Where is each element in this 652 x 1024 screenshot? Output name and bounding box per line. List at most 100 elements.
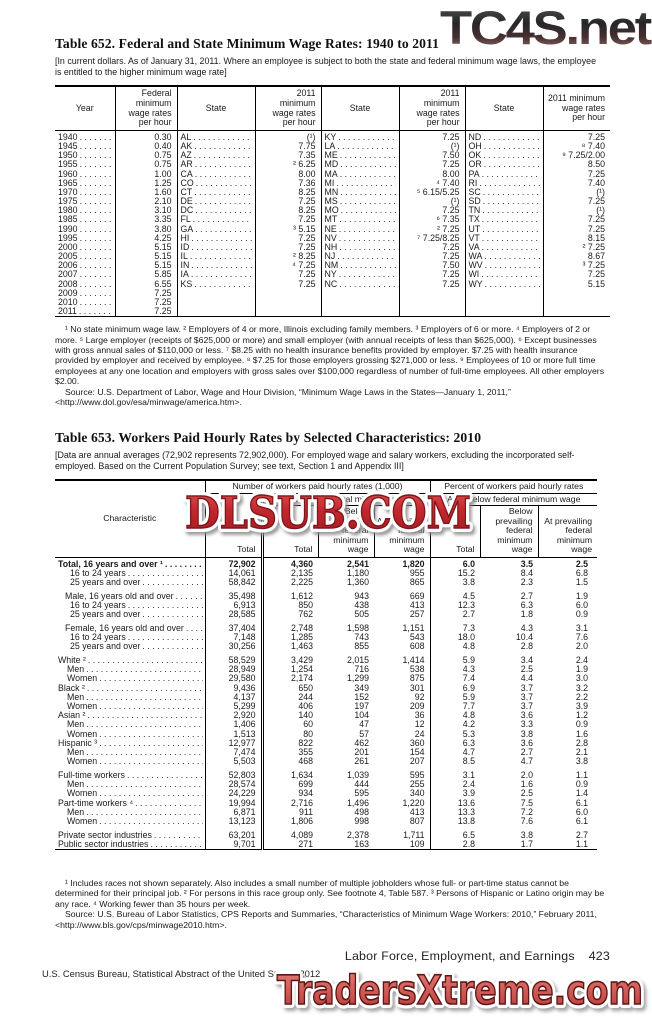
year-cell: 1940 — [55, 131, 115, 143]
col-header-2011-rate: 2011 minimum wage rates per hour — [542, 86, 610, 132]
year-cell: 2009 — [55, 289, 115, 298]
value-cell: 271 — [298, 839, 313, 849]
state-rate-cell: 7.25 — [398, 160, 465, 170]
value-cell: 3.3 — [520, 720, 534, 730]
federal-rate-cell: 1.60 — [114, 187, 177, 198]
federal-rate-cell: 3.35 — [114, 215, 177, 225]
value-cell: 18.0 — [457, 633, 476, 643]
value-cell: 3.1 — [462, 769, 476, 780]
value-cell: 255 — [374, 780, 431, 790]
value-cell: 650 — [298, 683, 313, 693]
state-rate-cell: ⁹ 7.25/2.00 — [542, 151, 610, 161]
value-cell: 63,201 — [205, 826, 264, 840]
value-cell: 911 — [298, 807, 313, 817]
state-rate-cell: 8.00 — [254, 169, 321, 179]
characteristic-cell: Asian ² — [55, 711, 206, 721]
value-cell: 1.1 — [575, 839, 589, 849]
value-cell: 2.0 — [575, 642, 589, 652]
value-cell: 301 — [374, 683, 431, 693]
table653-row: Women29,580 2,174 1,299 875 7.4 4.4 3.0 — [55, 674, 597, 684]
state-cell-empty — [464, 306, 543, 317]
state-cell: OH — [464, 142, 543, 152]
value-cell: 743 — [354, 633, 369, 643]
value-cell: 2.3 — [520, 578, 534, 588]
state-cell: NJ — [320, 252, 399, 262]
value-cell: 2.1 — [575, 748, 589, 758]
state-cell: HI — [176, 233, 255, 243]
federal-rate-cell: 5.15 — [114, 261, 177, 271]
federal-rate-cell: 0.75 — [114, 151, 177, 161]
state-cell: SD — [464, 197, 543, 207]
value-cell: 1.8 — [520, 610, 534, 620]
state-rate-cell: ³ 5.15 — [254, 224, 321, 234]
state-cell: NY — [320, 270, 399, 280]
group-header-percent: Percent of workers paid hourly rates — [430, 480, 598, 494]
value-cell: 6.3 — [520, 601, 534, 610]
value-cell: 807 — [374, 816, 431, 827]
state-rate-cell: ² 8.25 — [254, 252, 321, 262]
value-cell: 538 — [374, 665, 431, 675]
value-cell: 12 — [374, 720, 431, 730]
characteristic-cell: Women — [55, 757, 206, 767]
value-cell: 5.3 — [462, 729, 476, 739]
value-cell: 13,123 — [205, 816, 264, 827]
value-cell: 163 — [354, 839, 369, 849]
state-rate-cell: 7.25 — [542, 169, 610, 179]
value-cell: 9,701 — [205, 839, 264, 850]
value-cell: 444 — [354, 780, 369, 790]
table653: Characteristic Number of workers paid ho… — [55, 479, 598, 851]
state-cell: CT — [176, 187, 255, 198]
state-cell: VA — [464, 242, 543, 253]
value-cell: 57 — [359, 729, 369, 739]
state-rate-cell-empty — [398, 288, 465, 298]
table653-row: White ²58,529 3,429 2,015 1,414 5.9 3.4 2.4 — [55, 651, 597, 666]
table652-section: Table 652. Federal and State Minimum Wag… — [55, 36, 612, 407]
state-cell: ND — [464, 130, 543, 143]
state-cell: WY — [464, 279, 543, 289]
characteristic-cell: Women — [55, 674, 206, 684]
value-cell: 3.1 — [575, 622, 589, 633]
value-cell: 6.9 — [462, 683, 476, 693]
state-cell: OK — [464, 151, 543, 161]
value-cell: 438 — [354, 601, 369, 610]
value-cell: 2.2 — [575, 692, 589, 702]
table653-row: Private sector industries63,201 4,089 2,37… — [55, 826, 597, 840]
federal-rate-cell: 0.30 — [114, 130, 177, 143]
state-rate-cell: (¹) — [542, 187, 610, 198]
table652-row: 19550.75AR² 6.25MD7.25OR8.50 — [55, 160, 610, 170]
table653-row: Women5,299 406 197 209 7.7 3.7 3.9 — [55, 702, 597, 712]
state-rate-cell: 7.25 — [254, 197, 321, 207]
value-cell: 7.4 — [462, 674, 476, 684]
col-header-below-prevailing: Below prevailing federal minimum wage — [317, 505, 374, 558]
value-cell: 1,220 — [374, 798, 431, 808]
state-rate-cell-empty — [254, 306, 321, 317]
year-cell: 2000 — [55, 243, 115, 252]
col-header-2011-rate: 2011 minimum wage rates per hour — [398, 86, 465, 132]
state-cell: AK — [176, 142, 255, 152]
state-cell: AR — [176, 160, 255, 170]
running-head-title: Labor Force, Employment, and Earnings — [344, 949, 575, 963]
value-cell: 201 — [354, 748, 369, 758]
state-rate-cell: 7.25 — [398, 279, 465, 289]
value-cell: 3.7 — [520, 692, 534, 702]
year-cell: 2011 — [55, 307, 115, 317]
value-cell: 1.9 — [575, 590, 589, 601]
watermark-tradersxtreme-com: TradersXtreme.com TradersXtreme.com — [273, 964, 647, 1018]
federal-rate-cell: 0.40 — [114, 142, 177, 152]
year-cell: 1960 — [55, 170, 115, 179]
state-cell: TX — [464, 215, 543, 225]
value-cell: 6.3 — [462, 738, 476, 748]
state-cell-empty — [464, 297, 543, 307]
state-cell: FL — [176, 215, 255, 225]
table653-row: Women24,229 934 595 340 3.9 2.5 1.4 — [55, 789, 597, 799]
col-header-state: State — [176, 86, 255, 132]
characteristic-cell: Men — [55, 748, 206, 758]
federal-rate-cell: 7.25 — [114, 288, 177, 298]
federal-rate-cell: 5.15 — [114, 242, 177, 253]
state-rate-cell: 8.15 — [542, 233, 610, 243]
characteristic-cell: Women — [55, 789, 206, 799]
value-cell: 12.3 — [457, 601, 476, 610]
value-cell: 1,598 — [346, 622, 369, 633]
